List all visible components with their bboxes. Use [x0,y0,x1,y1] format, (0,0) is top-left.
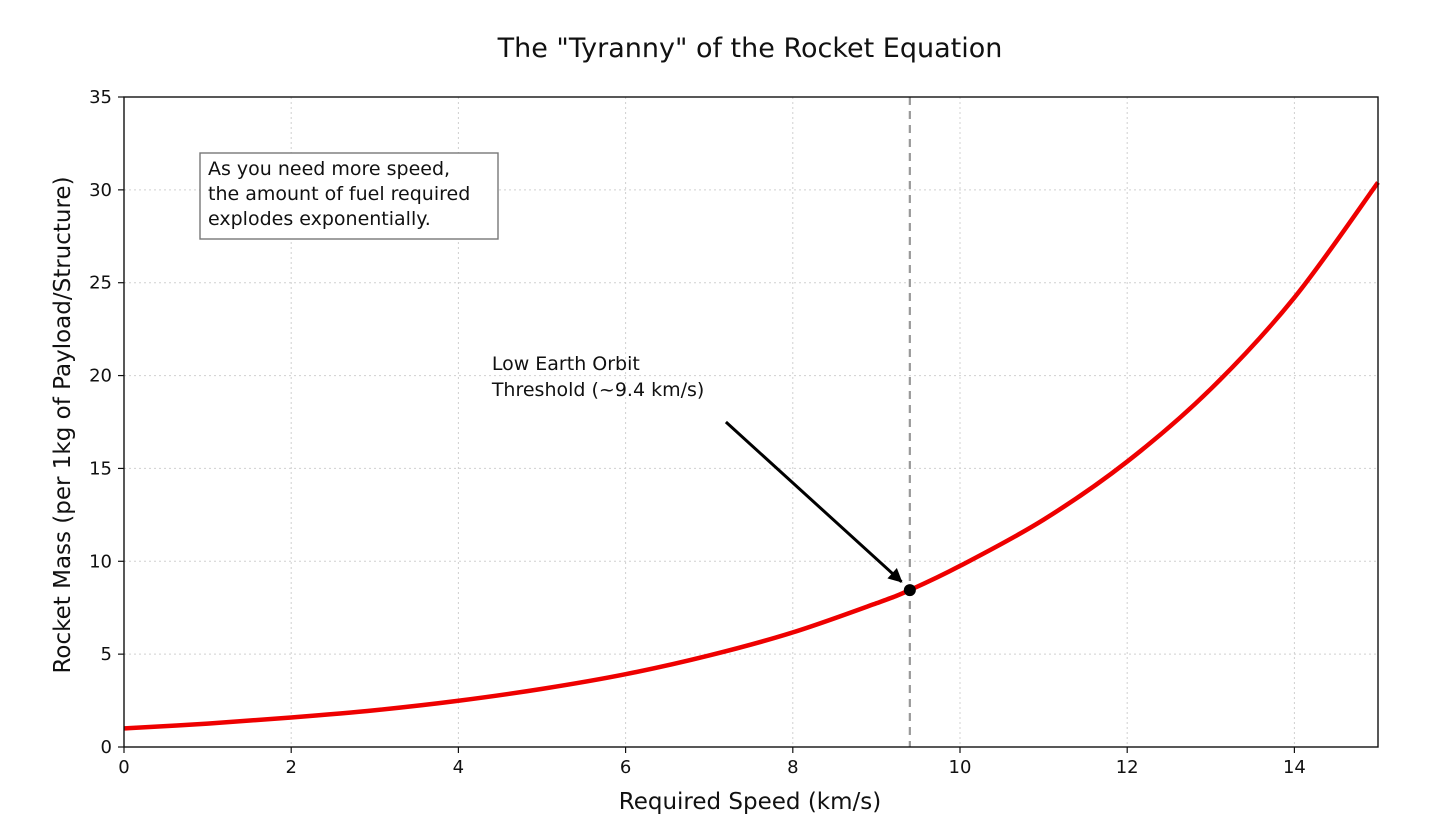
y-tick-label: 20 [89,366,112,387]
y-tick-label: 35 [89,87,112,108]
note-frame [199,152,499,240]
annotation-text: Low Earth Orbit [492,353,640,375]
x-tick-label: 2 [285,757,296,778]
annotation-arrow [724,420,903,583]
note-box: As you need more speed, the amount of fu… [199,152,499,240]
note-line: the amount of fuel required [208,183,470,205]
x-axis-ticks: 0 2 4 6 8 10 12 14 [118,747,1306,778]
x-axis-label: Required Speed (km/s) [619,789,882,815]
y-tick-label: 5 [101,644,112,665]
leo-threshold-marker [903,584,916,597]
x-tick-label: 0 [118,757,129,778]
x-tick-label: 6 [620,757,631,778]
series-layer [123,181,1380,731]
x-tick-label: 4 [453,757,464,778]
x-tick-label: 12 [1116,757,1139,778]
plot-frame [123,96,1379,748]
y-tick-label: 10 [89,551,112,572]
annotation-text: Threshold (~9.4 km/s) [491,379,704,401]
x-tick-label: 10 [949,757,972,778]
y-tick-label: 15 [89,458,112,479]
fuel-mass-curve [123,181,1380,731]
x-tick-label: 14 [1283,757,1306,778]
y-axis-label: Rocket Mass (per 1kg of Payload/Structur… [50,176,76,673]
y-tick-label: 30 [89,180,112,201]
note-line: explodes exponentially. [208,208,431,230]
y-axis-ticks: 0 5 10 15 20 25 30 35 [89,87,124,758]
annotation-layer: Low Earth Orbit Threshold (~9.4 km/s) [491,353,916,597]
note-line: As you need more speed, [208,158,450,180]
x-tick-label: 8 [787,757,798,778]
y-tick-label: 25 [89,273,112,294]
chart-title: The "Tyranny" of the Rocket Equation [497,33,1003,64]
y-tick-label: 0 [101,737,112,758]
